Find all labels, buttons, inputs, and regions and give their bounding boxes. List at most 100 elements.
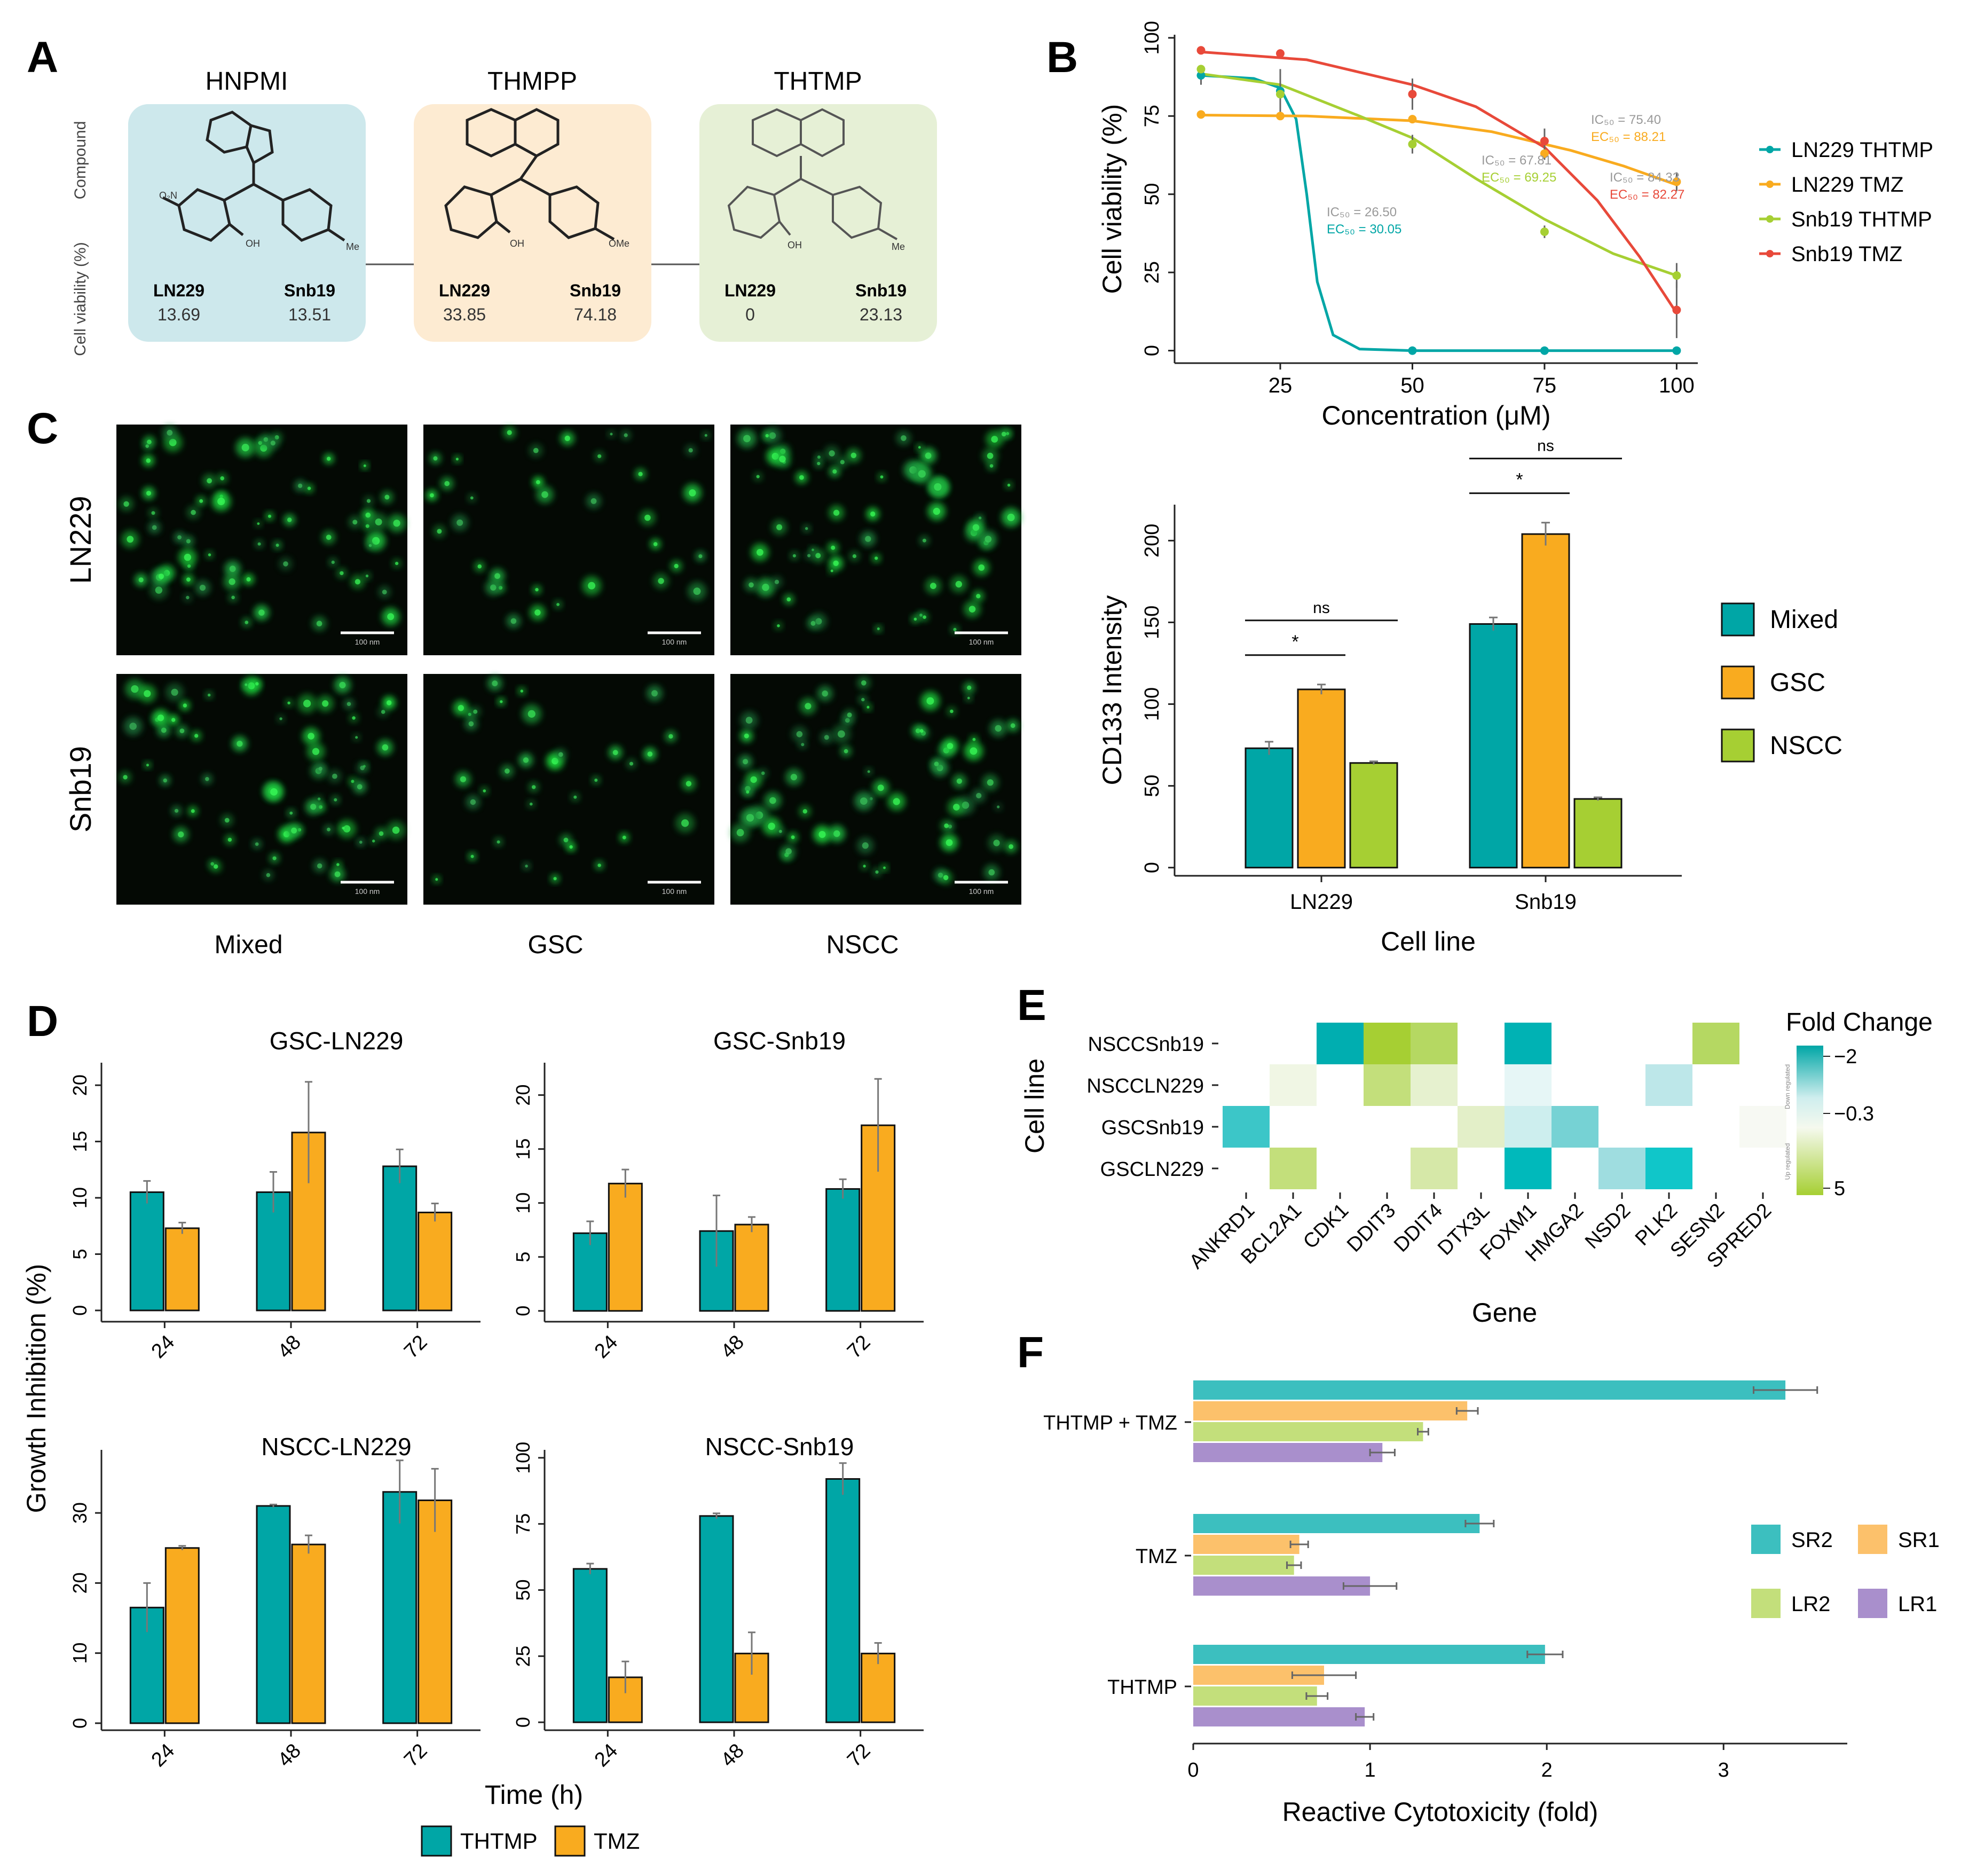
legend-side-label: Down regulated bbox=[1784, 1064, 1791, 1109]
cell-spot bbox=[131, 685, 139, 693]
cell-spot bbox=[387, 700, 392, 705]
cell-spot bbox=[815, 553, 821, 559]
x-tick-label: 24 bbox=[590, 1331, 623, 1363]
cell-spot bbox=[541, 491, 548, 498]
cell-line-label: Snb19 bbox=[570, 281, 621, 300]
legend-swatch bbox=[1858, 1589, 1887, 1618]
cell-spot bbox=[435, 878, 438, 881]
x-tick-label: LN229 bbox=[1290, 890, 1353, 914]
y-tick-label: 10 bbox=[69, 1187, 91, 1208]
cell-spot bbox=[171, 718, 176, 722]
cell-spot bbox=[749, 582, 754, 588]
substituent-label: Me bbox=[892, 241, 905, 252]
cell-spot bbox=[231, 595, 235, 600]
cell-spot bbox=[976, 594, 981, 599]
data-point bbox=[1408, 140, 1417, 148]
panel-letter-a: A bbox=[27, 33, 58, 82]
legend-label: GSC bbox=[1770, 669, 1825, 697]
molecule-structure-thmpp bbox=[444, 108, 615, 241]
cell-spot bbox=[334, 871, 341, 877]
cell-spot bbox=[507, 430, 512, 435]
data-point bbox=[1275, 49, 1285, 58]
bar-sr2 bbox=[1193, 1380, 1786, 1400]
legend-label: SR1 bbox=[1898, 1528, 1940, 1552]
legend-swatch bbox=[1721, 602, 1755, 637]
substituent-label: OH bbox=[510, 238, 524, 249]
cell-spot bbox=[179, 728, 185, 733]
y-axis-title: CD133 Intensity bbox=[1097, 595, 1127, 786]
cell-spot bbox=[322, 700, 329, 707]
cell-spot bbox=[807, 554, 811, 558]
cell-spot bbox=[875, 556, 878, 560]
cell-spot bbox=[455, 458, 459, 461]
bar-lr2 bbox=[1193, 1422, 1423, 1441]
cell-spot bbox=[817, 456, 821, 459]
cell-spot bbox=[862, 842, 869, 849]
cell-spot bbox=[925, 452, 932, 459]
cell-spot bbox=[207, 478, 212, 484]
bar-lr2 bbox=[1193, 1686, 1317, 1706]
annotation-ic50: IC₅₀ = 67.81 bbox=[1482, 153, 1552, 168]
cell-spot bbox=[534, 609, 541, 616]
cell-spot bbox=[933, 507, 940, 515]
cell-spot bbox=[129, 723, 137, 730]
row-label: LN229 bbox=[64, 496, 97, 584]
significance-label: ns bbox=[1313, 599, 1330, 617]
cell-spot bbox=[674, 563, 679, 569]
cell-spot bbox=[246, 577, 251, 582]
cell-spot bbox=[744, 733, 749, 739]
heatmap-cell bbox=[1505, 1148, 1552, 1189]
cell-spot bbox=[976, 792, 982, 798]
subplot-nscc-snb19: NSCC-Snb19 0 25 50 75 100 24 48 72 bbox=[512, 1433, 924, 1771]
cell-spot bbox=[355, 736, 358, 739]
cell-spot bbox=[922, 538, 926, 543]
cell-spot bbox=[988, 869, 995, 876]
row-label: NSCCLN229 bbox=[1086, 1075, 1204, 1097]
cell-spot bbox=[146, 458, 151, 463]
cell-spot bbox=[786, 597, 791, 602]
x-axis-title: Gene bbox=[1472, 1298, 1537, 1328]
cell-spot bbox=[152, 525, 157, 530]
cell-spot bbox=[647, 751, 653, 757]
cell-spot bbox=[494, 573, 500, 579]
cell-spot bbox=[792, 554, 796, 558]
cell-spot bbox=[365, 574, 369, 578]
cell-spot bbox=[138, 577, 144, 583]
legend-tick-label: −2 bbox=[1834, 1046, 1857, 1068]
cell-spot bbox=[850, 452, 857, 458]
card-background bbox=[414, 104, 651, 342]
bar-mixed bbox=[1245, 747, 1294, 869]
heatmap-cell bbox=[1270, 1064, 1317, 1106]
cell-spot bbox=[334, 798, 337, 802]
cell-spot bbox=[270, 441, 275, 446]
y-axis-title: Cell line bbox=[1020, 1058, 1050, 1153]
data-point bbox=[1196, 110, 1206, 119]
cell-spot bbox=[492, 680, 498, 687]
cell-spot bbox=[610, 433, 613, 436]
cell-spot bbox=[372, 537, 380, 545]
data-point bbox=[1196, 65, 1206, 74]
cell-spot bbox=[270, 788, 278, 796]
x-tick-label: NSD2 bbox=[1581, 1199, 1635, 1253]
panel-f-cytotoxicity: 0 1 2 3 Reactive Cytotoxicity (fold) THTMP + … bbox=[1043, 1380, 1940, 1827]
x-tick-label: 48 bbox=[273, 1739, 305, 1771]
legend-swatch bbox=[1721, 665, 1755, 700]
legend-colorbar bbox=[1797, 1046, 1823, 1195]
legend-label: SR2 bbox=[1791, 1528, 1833, 1552]
scale-bar-label: 100 nm bbox=[662, 887, 687, 896]
row-label-viability: Cell viability (%) bbox=[72, 242, 89, 356]
panel-a-compounds: Compound Cell viability (%) HNPMI O₂N OH… bbox=[72, 67, 937, 356]
y-tick-label: 20 bbox=[69, 1572, 91, 1594]
cell-spot bbox=[955, 580, 963, 588]
data-point bbox=[1196, 46, 1206, 55]
cell-spot bbox=[205, 777, 209, 781]
micrograph-ln229-nscc: 100 nm bbox=[730, 425, 1021, 655]
cell-spot bbox=[327, 457, 331, 461]
row-label-compound: Compound bbox=[72, 121, 89, 200]
cell-spot bbox=[365, 512, 371, 518]
legend-marker bbox=[1766, 215, 1774, 223]
annotation-ec50: EC₅₀ = 88.21 bbox=[1591, 130, 1666, 144]
cell-spot bbox=[257, 522, 260, 525]
cell-spot bbox=[785, 848, 792, 854]
